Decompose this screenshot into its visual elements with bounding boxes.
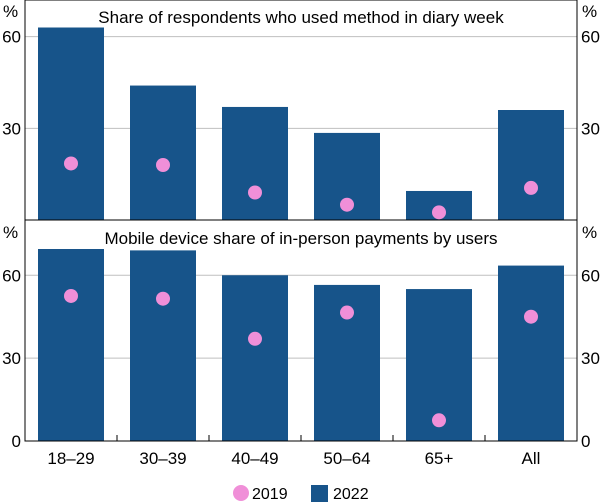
dot-2019-1	[64, 156, 78, 171]
bar-2022-6	[498, 110, 564, 220]
y-tick-label-right: 60	[581, 266, 600, 285]
panel-1: 30 30 60 60% % Share of respondents who used …	[2, 2, 600, 220]
x-tick-label: All	[522, 449, 541, 468]
bar-2022-3	[222, 275, 288, 441]
x-axis: 18–29 30–39 40–49 50–64 65+ All	[47, 435, 540, 468]
x-tick-label: 40–49	[231, 449, 278, 468]
panel-title: Mobile device share of in-person payment…	[104, 229, 497, 248]
bar-2022-2	[130, 85, 196, 220]
x-tick-label: 30–39	[139, 449, 186, 468]
dot-2019-6	[524, 180, 538, 195]
y-tick-label-right: 60	[581, 28, 600, 47]
legend-marker-2019	[233, 485, 249, 501]
dot-2019-3	[248, 331, 262, 346]
y-tick-label-left: 60	[2, 28, 21, 47]
x-tick-label: 65+	[425, 449, 454, 468]
unit-label-left: %	[3, 2, 18, 21]
dot-2019-4	[340, 197, 354, 212]
y-tick-label-left: 0	[12, 432, 21, 451]
dot-2019-2	[156, 158, 170, 172]
bar-2022-1	[38, 27, 104, 220]
y-tick-label-left: 30	[2, 349, 21, 368]
bar-2022-1	[38, 249, 104, 441]
dot-2019-5	[432, 413, 446, 428]
panel-title: Share of respondents who used method in …	[98, 8, 504, 27]
dot-2019-6	[524, 309, 538, 324]
y-tick-label-right: 0	[581, 432, 590, 451]
legend-label-2022: 2022	[333, 486, 369, 503]
dot-2019-3	[248, 185, 262, 200]
unit-label-left: %	[3, 223, 18, 242]
dot-2019-4	[340, 305, 354, 320]
dot-2019-1	[64, 288, 78, 303]
bar-2022-2	[130, 250, 196, 441]
panel-2: 0 0 30 30 60 60% % Mobile device share of in-pe…	[2, 223, 600, 451]
unit-label-right: %	[582, 223, 597, 242]
y-tick-label-right: 30	[581, 349, 600, 368]
legend-label-2019: 2019	[252, 486, 288, 503]
x-tick-label: 50–64	[323, 449, 370, 468]
x-tick-label: 18–29	[47, 449, 94, 468]
bar-2022-6	[498, 265, 564, 441]
dot-2019-2	[156, 291, 170, 306]
legend-marker-2022	[311, 485, 328, 502]
bar-2022-3	[222, 106, 288, 220]
dot-2019-5	[432, 205, 446, 220]
y-tick-label-left: 30	[2, 119, 21, 138]
unit-label-right: %	[582, 2, 597, 21]
y-tick-label-left: 60	[2, 266, 21, 285]
legend: 2019 2022	[233, 485, 369, 503]
y-tick-label-right: 30	[581, 119, 600, 138]
